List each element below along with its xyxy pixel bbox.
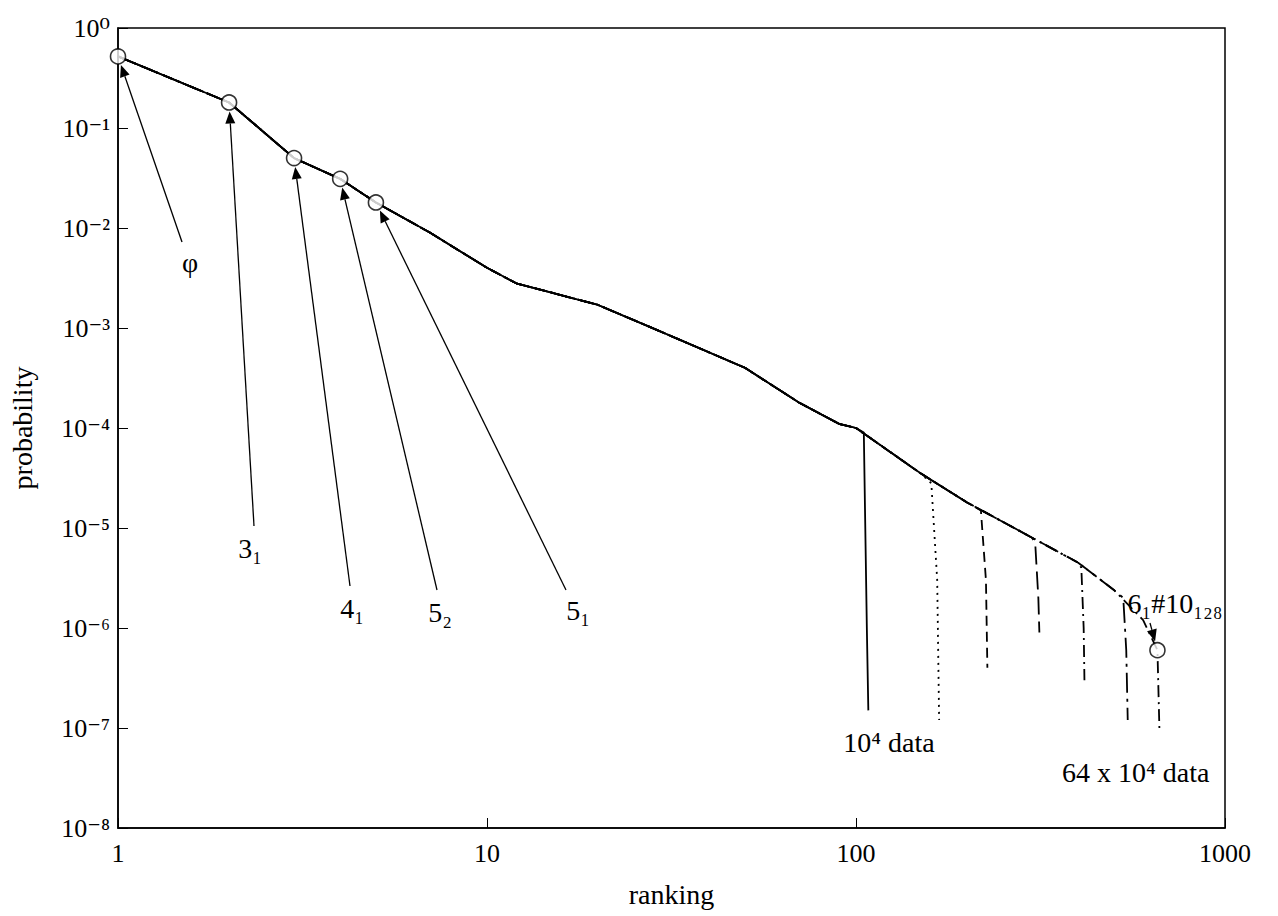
svg-text:probability: probability [7,367,38,490]
svg-text:10⁻⁷: 10⁻⁷ [61,714,110,743]
svg-text:10⁻³: 10⁻³ [62,314,110,343]
svg-text:1: 1 [112,839,125,868]
svg-text:6₁#10₁₂₈: 6₁#10₁₂₈ [1127,588,1222,619]
svg-text:10⁻⁴: 10⁻⁴ [61,414,110,443]
svg-text:5₁: 5₁ [566,595,590,626]
svg-text:64 x 10⁴ data: 64 x 10⁴ data [1062,757,1210,788]
svg-text:10⁻⁸: 10⁻⁸ [61,814,110,843]
svg-text:φ: φ [182,247,198,278]
svg-text:1000: 1000 [1199,839,1251,868]
svg-text:ranking: ranking [629,879,715,910]
svg-text:10⁰: 10⁰ [74,14,110,43]
svg-text:10⁴ data: 10⁴ data [843,727,935,758]
svg-text:5₂: 5₂ [428,597,452,628]
svg-text:10⁻¹: 10⁻¹ [62,114,110,143]
svg-text:10⁻⁶: 10⁻⁶ [61,614,110,643]
svg-text:10⁻⁵: 10⁻⁵ [61,514,110,543]
svg-text:3₁: 3₁ [238,533,262,564]
svg-text:10: 10 [474,839,500,868]
svg-text:4₁: 4₁ [340,593,364,624]
svg-text:100: 100 [837,839,876,868]
svg-text:10⁻²: 10⁻² [62,214,110,243]
